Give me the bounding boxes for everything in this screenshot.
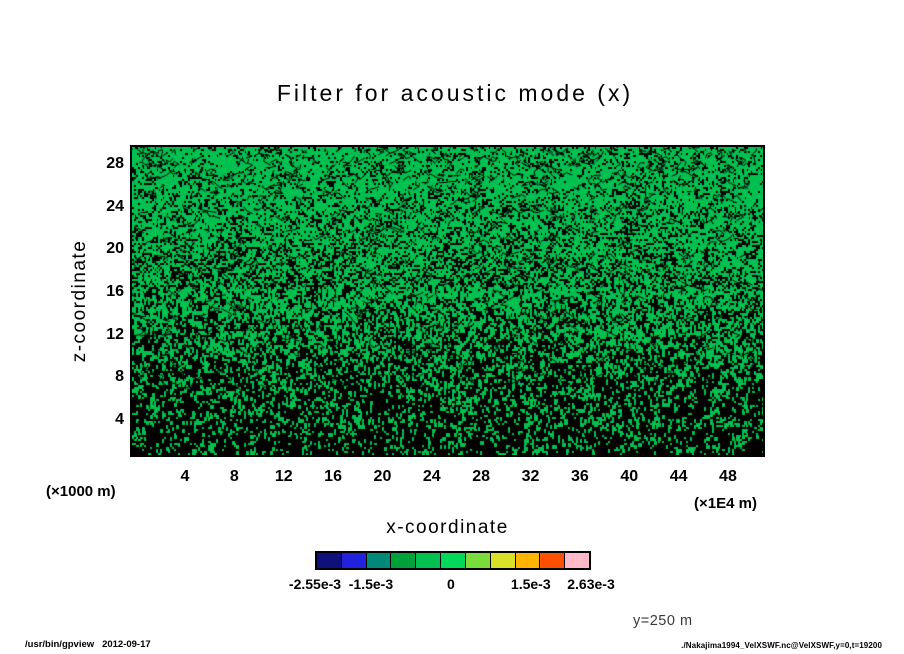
y-tick-label: 8 (115, 368, 124, 386)
x-tick-label: 4 (180, 468, 190, 485)
x-tick-label: 8 (229, 468, 239, 485)
x-tick-label: 36 (570, 468, 589, 485)
y-tick-label: 24 (106, 197, 124, 215)
colorbar (315, 551, 591, 570)
colorbar-label: 1.5e-3 (510, 576, 551, 592)
colorbar-label: -1.5e-3 (348, 576, 394, 592)
x-axis-label: x-coordinate (386, 517, 509, 538)
footer-source: ./Nakajima1994_VelXSWF.nc@VelXSWF,y=0,t=… (681, 641, 882, 650)
colorbar-segment (317, 553, 342, 568)
y-tick-label: 20 (106, 240, 124, 258)
x-tick-label: 28 (472, 468, 491, 485)
x-tick-label: 16 (324, 468, 342, 485)
footer-command: /usr/bin/gpview 2012-09-17 (25, 639, 151, 650)
y-tick-label: 16 (106, 282, 124, 300)
x-tick-label: 24 (422, 468, 441, 485)
x-tick-label: 32 (521, 468, 540, 485)
colorbar-label: 0 (446, 576, 455, 592)
y-tick-label: 4 (115, 410, 124, 428)
y-tick-label: 28 (106, 155, 124, 172)
colorbar-segment (565, 553, 589, 568)
x-tick-label: 20 (373, 468, 392, 485)
colorbar-label: -2.55e-3 (288, 576, 342, 592)
x-axis-unit: (×1E4 m) (694, 495, 757, 512)
x-tick-label: 12 (274, 468, 293, 485)
x-tick-label: 40 (620, 468, 639, 485)
annotation-y: y=250 m (633, 613, 693, 629)
x-tick-label: 48 (719, 468, 737, 485)
colorbar-segment (490, 553, 516, 568)
colorbar-segment (540, 553, 566, 568)
plot-title: Filter for acoustic mode (x) (276, 80, 634, 106)
y-axis-label: z-coordinate (69, 239, 90, 363)
colorbar-segment (416, 553, 442, 568)
y-tick-label: 12 (106, 325, 124, 343)
colorbar-segment (465, 553, 491, 568)
colorbar-label: 2.63e-3 (567, 576, 615, 592)
slice-annotation: y=250 m t=19200 sec (633, 571, 718, 654)
x-tick-label: 44 (669, 468, 688, 485)
plot-area (130, 145, 765, 457)
field-heatmap (132, 147, 763, 455)
colorbar-segment (391, 553, 417, 568)
colorbar-segment (366, 553, 392, 568)
colorbar-segment (441, 553, 466, 568)
colorbar-segment (515, 553, 541, 568)
colorbar-segment (341, 553, 367, 568)
y-axis-unit: (×1000 m) (46, 483, 116, 500)
